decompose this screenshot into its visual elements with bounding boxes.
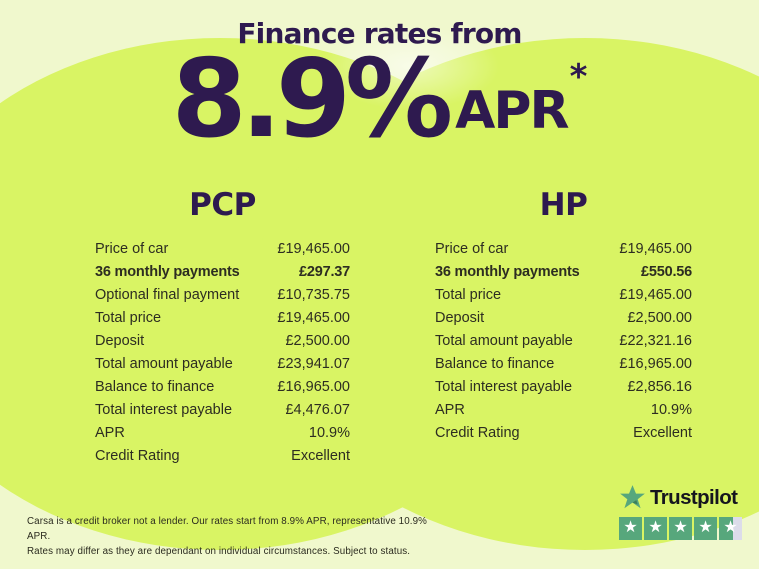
- rate-headline: 8.9% APR *: [0, 46, 759, 154]
- row-value: £19,465.00: [277, 309, 350, 326]
- row-value: £16,965.00: [619, 355, 692, 372]
- row-value: £10,735.75: [277, 286, 350, 303]
- row-value: 10.9%: [308, 424, 350, 441]
- row-value: 10.9%: [650, 401, 692, 418]
- row-label: Balance to finance: [95, 378, 215, 395]
- table-row: Total amount payable £23,941.07: [95, 352, 350, 375]
- table-row: Credit Rating Excellent: [435, 421, 692, 444]
- row-value: Excellent: [291, 447, 350, 464]
- hp-table: Price of car £19,465.00 36 monthly payment…: [435, 237, 692, 444]
- row-value: £22,321.16: [619, 332, 692, 349]
- trustpilot-badge[interactable]: Trustpilot ★ ★ ★ ★ ★: [619, 484, 744, 540]
- disclaimer-line: Rates may differ as they are dependant o…: [27, 546, 411, 557]
- table-row: Total amount payable £22,321.16: [435, 329, 692, 352]
- table-row: Total price £19,465.00: [435, 283, 692, 306]
- row-label: Price of car: [435, 240, 509, 257]
- rating-star-box: ★: [619, 517, 642, 540]
- rating-star-box: ★: [719, 517, 742, 540]
- row-value: £16,965.00: [277, 378, 350, 395]
- row-label: Total amount payable: [95, 355, 233, 372]
- row-value: £19,465.00: [277, 240, 350, 257]
- table-row: Price of car £19,465.00: [435, 237, 692, 260]
- row-value: £19,465.00: [619, 240, 692, 257]
- rating-star-box: ★: [644, 517, 667, 540]
- rating-star-icon: ★: [623, 518, 638, 536]
- table-row: 36 monthly payments £297.37: [95, 260, 350, 283]
- row-label: 36 monthly payments: [435, 263, 580, 280]
- table-row: Balance to finance £16,965.00: [435, 352, 692, 375]
- rating-star-box: ★: [694, 517, 717, 540]
- table-row: Price of car £19,465.00: [95, 237, 350, 260]
- table-row: APR 10.9%: [435, 398, 692, 421]
- rating-star-icon: ★: [723, 518, 738, 536]
- background-blob-right: [255, 38, 759, 550]
- row-value: £297.37: [298, 263, 350, 280]
- row-label: Total interest payable: [435, 378, 573, 395]
- row-label: Deposit: [95, 332, 145, 349]
- row-label: APR: [435, 401, 465, 418]
- table-row: Deposit £2,500.00: [435, 306, 692, 329]
- trustpilot-logo-text: Trustpilot: [650, 485, 738, 509]
- trustpilot-logo: Trustpilot: [619, 484, 744, 511]
- rating-star-icon: ★: [698, 518, 713, 536]
- table-row: Total interest payable £4,476.07: [95, 398, 350, 421]
- row-label: Total amount payable: [435, 332, 573, 349]
- row-label: Credit Rating: [95, 447, 180, 464]
- row-value: £4,476.07: [285, 401, 350, 418]
- row-label: Credit Rating: [435, 424, 520, 441]
- row-value: £19,465.00: [619, 286, 692, 303]
- disclaimer-text: Carsa is a credit broker not a lender. O…: [27, 514, 427, 559]
- table-row: APR 10.9%: [95, 421, 350, 444]
- row-value: £23,941.07: [277, 355, 350, 372]
- row-value: Excellent: [633, 424, 692, 441]
- table-row: Total interest payable £2,856.16: [435, 375, 692, 398]
- trustpilot-star-icon: [620, 485, 645, 509]
- trustpilot-rating-stars: ★ ★ ★ ★ ★: [619, 517, 744, 540]
- page-title: Finance rates from: [237, 17, 522, 50]
- table-row: Optional final payment £10,735.75: [95, 283, 350, 306]
- row-label: Balance to finance: [435, 355, 555, 372]
- row-value: £550.56: [640, 263, 692, 280]
- row-label: 36 monthly payments: [95, 263, 240, 280]
- disclaimer-line: Carsa is a credit broker not a lender. O…: [27, 516, 427, 542]
- row-label: Price of car: [95, 240, 169, 257]
- pcp-table: Price of car £19,465.00 36 monthly payment…: [95, 237, 350, 467]
- rating-star-icon: ★: [673, 518, 688, 536]
- hp-section-heading: HP: [539, 187, 588, 223]
- rating-star-box: ★: [669, 517, 692, 540]
- row-label: APR: [95, 424, 125, 441]
- pcp-section-heading: PCP: [189, 187, 256, 223]
- table-row: Credit Rating Excellent: [95, 444, 350, 467]
- row-label: Total price: [95, 309, 162, 326]
- table-row: Balance to finance £16,965.00: [95, 375, 350, 398]
- row-value: £2,500.00: [627, 309, 692, 326]
- row-label: Optional final payment: [95, 286, 240, 303]
- row-label: Deposit: [435, 309, 485, 326]
- table-row: Deposit £2,500.00: [95, 329, 350, 352]
- rate-value: 8.9%: [171, 37, 454, 162]
- row-value: £2,856.16: [627, 378, 692, 395]
- table-row: Total price £19,465.00: [95, 306, 350, 329]
- rating-star-icon: ★: [648, 518, 663, 536]
- row-value: £2,500.00: [285, 332, 350, 349]
- rate-unit: APR: [455, 81, 569, 141]
- row-label: Total price: [435, 286, 502, 303]
- rate-footnote-marker: *: [569, 57, 588, 97]
- table-row: 36 monthly payments £550.56: [435, 260, 692, 283]
- row-label: Total interest payable: [95, 401, 233, 418]
